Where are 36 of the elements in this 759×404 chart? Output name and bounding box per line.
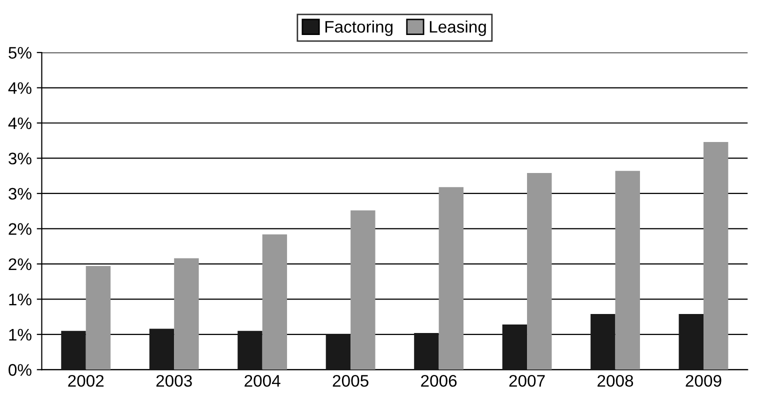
bar — [350, 210, 376, 370]
bar — [414, 333, 439, 370]
y-tick-label: 0% — [8, 364, 32, 376]
bar — [590, 314, 616, 370]
x-tick-label: 2006 — [421, 374, 457, 387]
bar — [326, 334, 351, 370]
y-tick-label: 5% — [8, 46, 32, 59]
y-tick-label: 4% — [8, 82, 32, 94]
y-tick-label: 1% — [9, 328, 32, 341]
bar — [438, 187, 464, 370]
y-tick-label: 2% — [8, 223, 32, 235]
y-tick-label: 2% — [8, 258, 32, 270]
bar — [678, 314, 704, 370]
bar — [527, 173, 552, 370]
bar — [502, 324, 528, 370]
bar — [704, 142, 728, 370]
bar — [86, 266, 111, 370]
x-tick-label: 2009 — [686, 374, 722, 387]
bar — [615, 170, 640, 370]
y-tick-label: 1% — [9, 294, 32, 306]
legend-label: Leasing — [430, 20, 486, 36]
bar — [238, 330, 262, 370]
x-tick-label: 2008 — [598, 374, 634, 387]
x-tick-label: 2003 — [156, 374, 192, 387]
y-tick-label: 3% — [8, 188, 32, 200]
y-tick-label: 4% — [8, 117, 32, 130]
y-tick-label: 3% — [8, 152, 32, 164]
bar — [61, 330, 86, 370]
bar — [149, 328, 174, 370]
bar — [262, 234, 288, 370]
x-tick-label: 2004 — [244, 374, 280, 387]
x-tick-label: 2002 — [68, 374, 104, 387]
bar — [174, 258, 199, 370]
x-tick-label: 2005 — [332, 374, 368, 387]
legend-label: Factoring — [325, 20, 392, 36]
x-tick-label: 2007 — [509, 374, 545, 387]
